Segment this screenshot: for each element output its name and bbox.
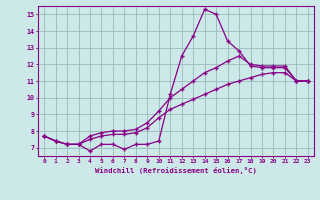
X-axis label: Windchill (Refroidissement éolien,°C): Windchill (Refroidissement éolien,°C) [95,167,257,174]
